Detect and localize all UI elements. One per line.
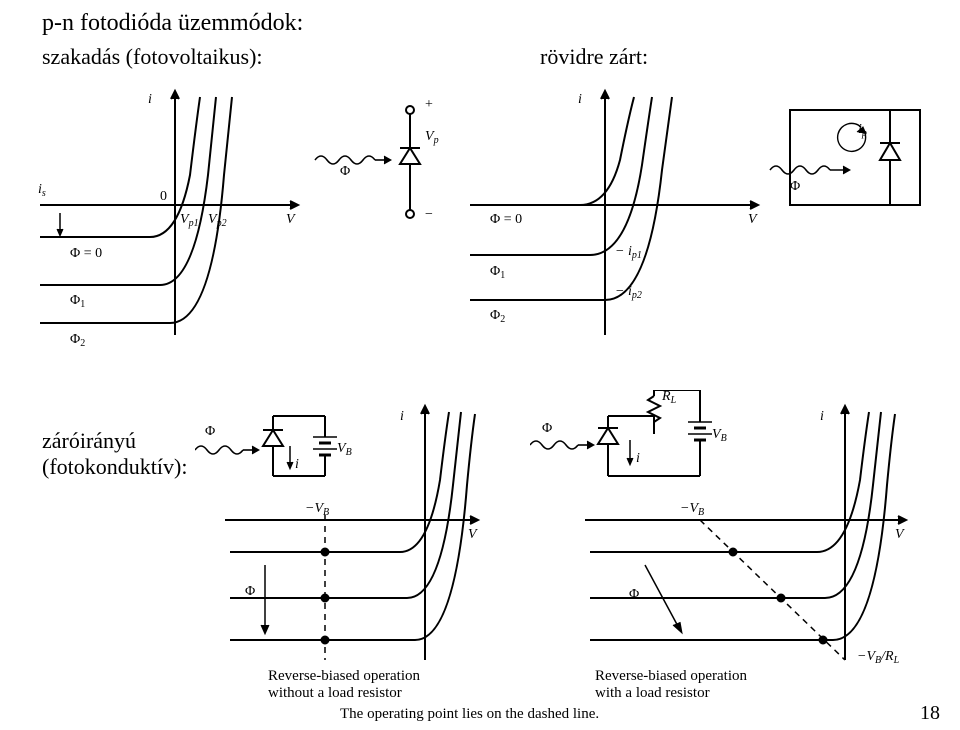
svg-text:Vp1: Vp1: [180, 212, 199, 229]
panel-reverse-with-load: i −VB V Φ −VB/RL: [585, 400, 945, 690]
svg-text:Φ2: Φ2: [490, 308, 505, 325]
svg-text:Φ1: Φ1: [490, 264, 505, 281]
svg-text:− ip2: − ip2: [615, 284, 642, 301]
svg-text:Φ: Φ: [790, 179, 800, 194]
subtitle-right: rövidre zárt:: [540, 44, 648, 70]
svg-text:−: −: [425, 207, 433, 222]
svg-text:Φ: Φ: [245, 584, 255, 599]
svg-text:Φ1: Φ1: [70, 293, 85, 310]
svg-text:i: i: [578, 92, 582, 107]
panel-short-circuit: i Φ = 0 Φ1 Φ2 − ip1 − ip2 V ip Φ: [460, 85, 940, 365]
svg-text:Vp2: Vp2: [208, 212, 227, 229]
panel-photovoltaic: i is 0 Φ = 0 Φ1 Φ2 Vp1 Vp2 V + Vp − Φ: [30, 85, 450, 365]
svg-text:is: is: [38, 182, 46, 199]
svg-text:Φ: Φ: [340, 164, 350, 179]
svg-text:Φ = 0: Φ = 0: [490, 212, 522, 227]
page-title: p-n fotodióda üzemmódok:: [42, 10, 303, 37]
svg-text:−VB: −VB: [680, 501, 704, 518]
svg-text:−VB: −VB: [305, 501, 329, 518]
caption-right: Reverse-biased operation with a load res…: [595, 668, 747, 702]
svg-text:+: +: [425, 97, 433, 112]
svg-text:Φ: Φ: [629, 587, 639, 602]
subtitle-left: szakadás (fotovoltaikus):: [42, 44, 263, 70]
svg-text:ip: ip: [858, 122, 867, 139]
svg-text:−VB/RL: −VB/RL: [857, 649, 900, 666]
page-number: 18: [920, 702, 940, 725]
svg-text:Φ: Φ: [542, 421, 552, 436]
svg-text:V: V: [286, 212, 296, 227]
svg-text:Φ = 0: Φ = 0: [70, 246, 102, 261]
svg-text:Φ2: Φ2: [70, 332, 85, 349]
svg-text:0: 0: [160, 189, 167, 204]
svg-text:i: i: [400, 409, 404, 424]
svg-text:− ip1: − ip1: [615, 244, 642, 261]
caption-left: Reverse-biased operation without a load …: [268, 668, 420, 702]
svg-text:i: i: [820, 409, 824, 424]
svg-text:i: i: [148, 92, 152, 107]
svg-text:V: V: [895, 527, 905, 542]
section-reverse-label: záróirányú (fotokonduktív):: [42, 428, 187, 480]
svg-text:Vp: Vp: [425, 129, 439, 146]
svg-text:V: V: [468, 527, 478, 542]
caption-bottom: The operating point lies on the dashed l…: [340, 706, 599, 723]
panel-reverse-no-load: i −VB V Φ: [225, 400, 505, 690]
svg-text:V: V: [748, 212, 758, 227]
svg-text:Φ: Φ: [205, 424, 215, 439]
